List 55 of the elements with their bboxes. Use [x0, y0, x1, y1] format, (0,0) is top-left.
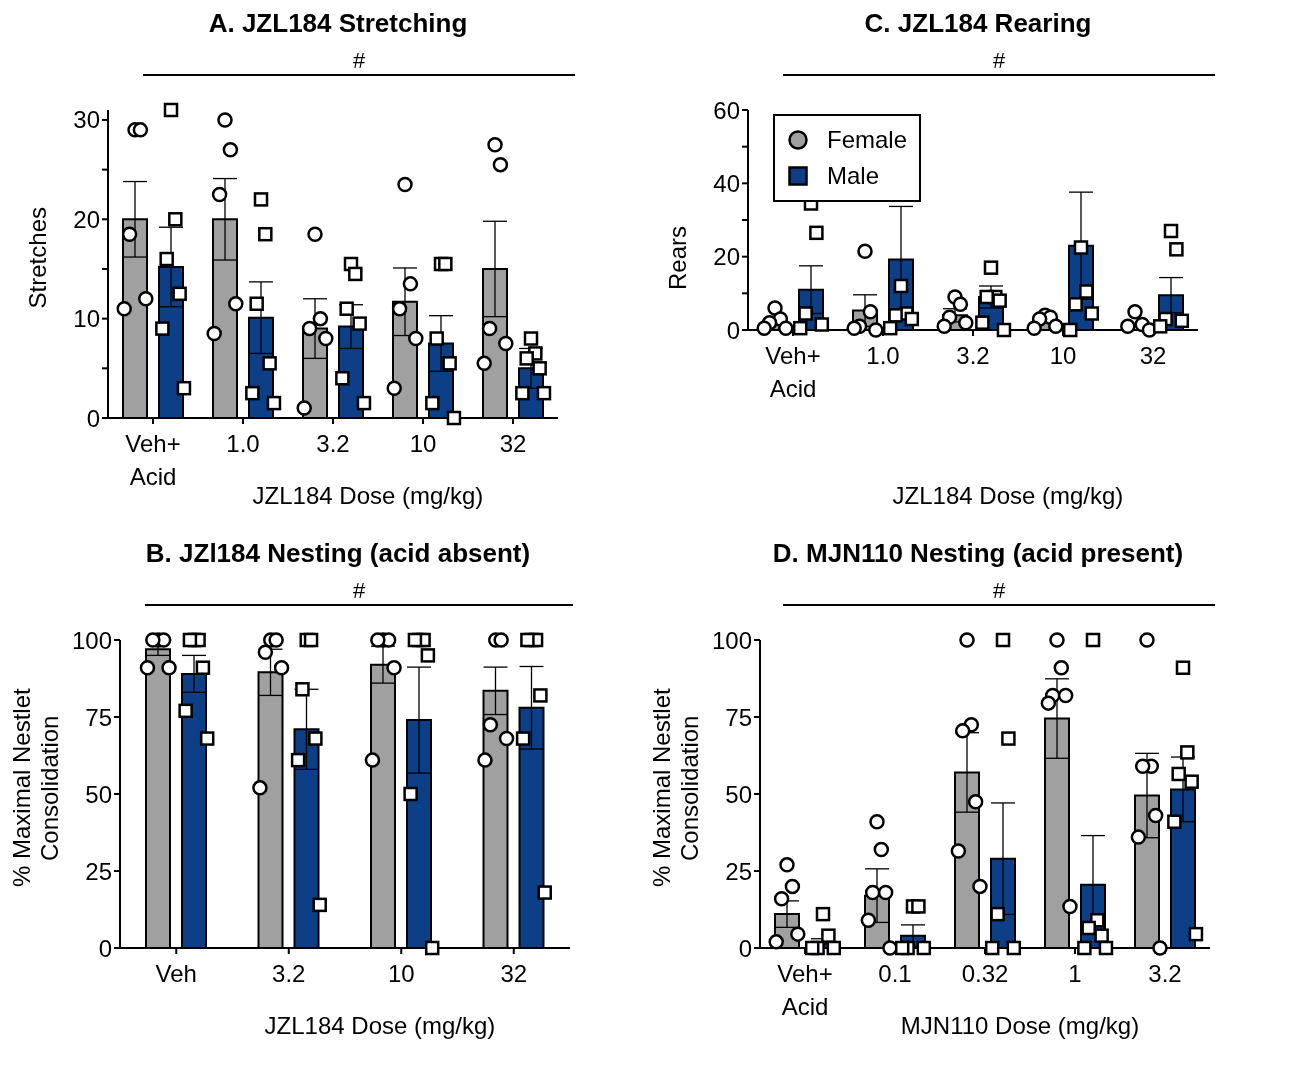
y-tick-label: 60 — [713, 96, 740, 124]
x-tick-label: 3.2 — [1148, 960, 1182, 987]
x-tick-label: Veh — [155, 960, 197, 987]
legend-label: Male — [827, 161, 880, 191]
y-tick-label: 30 — [73, 106, 100, 134]
x-tick-label: 32 — [1139, 342, 1167, 369]
text: # — [352, 48, 366, 73]
y-axis-title: % Maximal Nestlet Consolidation — [648, 687, 704, 890]
text: # — [352, 578, 366, 603]
x-tick-label: Veh+ Acid — [777, 960, 833, 1020]
x-tick-label: 1.0 — [866, 342, 900, 369]
y-tick-label: 10 — [73, 305, 100, 333]
y-tick-label: 40 — [713, 169, 740, 197]
chart-title: D. MJN110 Nesting (acid present) — [771, 538, 1185, 570]
y-tick-label: 0 — [98, 934, 112, 962]
x-tick-label: 10 — [1049, 342, 1077, 369]
x-tick-label: 10 — [409, 430, 437, 457]
x-tick-label: 1.0 — [226, 430, 260, 457]
text: # — [992, 578, 1006, 603]
x-tick-label: 0.32 — [961, 960, 1009, 987]
chart-title: B. JZl184 Nesting (acid absent) — [144, 538, 532, 570]
y-tick-label: 25 — [725, 857, 752, 885]
y-tick-label: 75 — [85, 703, 112, 731]
y-tick-label: 100 — [711, 626, 752, 654]
chart-title: A. JZL184 Stretching — [207, 8, 469, 40]
chart-title: C. JZL184 Rearing — [863, 8, 1093, 40]
x-tick-label: 32 — [499, 430, 527, 457]
legend-label: Female — [827, 125, 908, 155]
x-axis-title: JZL184 Dose (mg/kg) — [891, 482, 1125, 510]
x-axis-title: JZL184 Dose (mg/kg) — [263, 1012, 497, 1040]
y-tick-label: 20 — [713, 243, 740, 271]
y-tick-label: 25 — [85, 857, 112, 885]
x-tick-label: 32 — [500, 960, 528, 987]
x-tick-label: 10 — [387, 960, 415, 987]
x-tick-label: 3.2 — [316, 430, 350, 457]
y-tick-label: 50 — [725, 780, 752, 808]
y-tick-label: 20 — [73, 205, 100, 233]
y-tick-label: 100 — [71, 626, 112, 654]
text: # — [992, 48, 1006, 73]
y-tick-label: 0 — [86, 404, 100, 432]
y-axis-title: Stretches — [24, 207, 52, 309]
x-tick-label: 3.2 — [272, 960, 306, 987]
y-axis-title: Rears — [664, 225, 692, 291]
y-tick-label: 50 — [85, 780, 112, 808]
x-tick-label: Veh+ Acid — [125, 430, 181, 490]
y-tick-label: 75 — [725, 703, 752, 731]
x-tick-label: 3.2 — [956, 342, 990, 369]
x-tick-label: 1 — [1068, 960, 1082, 987]
y-axis-title: % Maximal Nestlet Consolidation — [8, 687, 64, 890]
y-tick-label: 0 — [726, 316, 740, 344]
x-tick-label: 0.1 — [878, 960, 912, 987]
y-tick-label: 0 — [738, 934, 752, 962]
x-axis-title: MJN110 Dose (mg/kg) — [900, 1012, 1140, 1039]
x-tick-label: Veh+ Acid — [765, 342, 821, 402]
x-axis-title: JZL184 Dose (mg/kg) — [252, 482, 484, 509]
